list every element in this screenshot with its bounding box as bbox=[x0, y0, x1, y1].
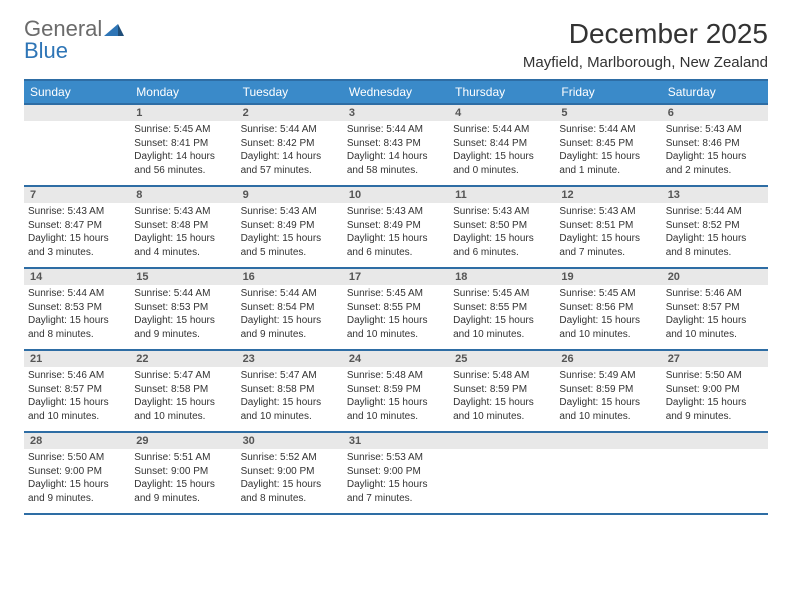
day-number: 3 bbox=[343, 105, 449, 121]
weekday-label: Thursday bbox=[449, 81, 555, 103]
weekday-label: Friday bbox=[555, 81, 661, 103]
day-number: 18 bbox=[449, 269, 555, 285]
day-cell: Sunrise: 5:43 AMSunset: 8:50 PMDaylight:… bbox=[449, 203, 555, 267]
day-content-row: Sunrise: 5:50 AMSunset: 9:00 PMDaylight:… bbox=[24, 449, 768, 515]
day-number: 10 bbox=[343, 187, 449, 203]
day-number: 19 bbox=[555, 269, 661, 285]
day-number: 1 bbox=[130, 105, 236, 121]
weekday-label: Saturday bbox=[662, 81, 768, 103]
day-cell: Sunrise: 5:48 AMSunset: 8:59 PMDaylight:… bbox=[343, 367, 449, 431]
day-cell: Sunrise: 5:43 AMSunset: 8:47 PMDaylight:… bbox=[24, 203, 130, 267]
day-cell: Sunrise: 5:46 AMSunset: 8:57 PMDaylight:… bbox=[662, 285, 768, 349]
day-number: 8 bbox=[130, 187, 236, 203]
day-content-row: Sunrise: 5:43 AMSunset: 8:47 PMDaylight:… bbox=[24, 203, 768, 267]
day-cell: Sunrise: 5:44 AMSunset: 8:53 PMDaylight:… bbox=[24, 285, 130, 349]
day-cell bbox=[24, 121, 130, 185]
day-cell: Sunrise: 5:45 AMSunset: 8:41 PMDaylight:… bbox=[130, 121, 236, 185]
day-cell: Sunrise: 5:44 AMSunset: 8:43 PMDaylight:… bbox=[343, 121, 449, 185]
day-cell: Sunrise: 5:44 AMSunset: 8:54 PMDaylight:… bbox=[237, 285, 343, 349]
day-number bbox=[555, 433, 661, 449]
day-number: 17 bbox=[343, 269, 449, 285]
title-block: December 2025 Mayfield, Marlborough, New… bbox=[523, 18, 768, 71]
day-content-row: Sunrise: 5:46 AMSunset: 8:57 PMDaylight:… bbox=[24, 367, 768, 431]
day-cell: Sunrise: 5:51 AMSunset: 9:00 PMDaylight:… bbox=[130, 449, 236, 513]
day-number: 4 bbox=[449, 105, 555, 121]
day-content-row: Sunrise: 5:45 AMSunset: 8:41 PMDaylight:… bbox=[24, 121, 768, 185]
day-number: 21 bbox=[24, 351, 130, 367]
day-number: 31 bbox=[343, 433, 449, 449]
day-number: 9 bbox=[237, 187, 343, 203]
calendar-grid: Sunday Monday Tuesday Wednesday Thursday… bbox=[24, 79, 768, 515]
day-number: 7 bbox=[24, 187, 130, 203]
day-number: 20 bbox=[662, 269, 768, 285]
day-number: 29 bbox=[130, 433, 236, 449]
day-cell: Sunrise: 5:45 AMSunset: 8:55 PMDaylight:… bbox=[449, 285, 555, 349]
day-cell: Sunrise: 5:44 AMSunset: 8:42 PMDaylight:… bbox=[237, 121, 343, 185]
day-cell: Sunrise: 5:43 AMSunset: 8:51 PMDaylight:… bbox=[555, 203, 661, 267]
day-cell: Sunrise: 5:50 AMSunset: 9:00 PMDaylight:… bbox=[662, 367, 768, 431]
day-cell: Sunrise: 5:49 AMSunset: 8:59 PMDaylight:… bbox=[555, 367, 661, 431]
day-number: 12 bbox=[555, 187, 661, 203]
weekday-label: Sunday bbox=[24, 81, 130, 103]
day-number: 2 bbox=[237, 105, 343, 121]
weekday-label: Wednesday bbox=[343, 81, 449, 103]
day-number-row: 21222324252627 bbox=[24, 349, 768, 367]
weekday-label: Tuesday bbox=[237, 81, 343, 103]
day-cell: Sunrise: 5:48 AMSunset: 8:59 PMDaylight:… bbox=[449, 367, 555, 431]
day-cell: Sunrise: 5:53 AMSunset: 9:00 PMDaylight:… bbox=[343, 449, 449, 513]
day-number bbox=[449, 433, 555, 449]
day-cell: Sunrise: 5:47 AMSunset: 8:58 PMDaylight:… bbox=[237, 367, 343, 431]
weeks-container: 123456Sunrise: 5:45 AMSunset: 8:41 PMDay… bbox=[24, 103, 768, 515]
day-cell: Sunrise: 5:47 AMSunset: 8:58 PMDaylight:… bbox=[130, 367, 236, 431]
day-number bbox=[662, 433, 768, 449]
logo: General Blue bbox=[24, 18, 124, 62]
day-number-row: 123456 bbox=[24, 103, 768, 121]
day-number: 13 bbox=[662, 187, 768, 203]
location: Mayfield, Marlborough, New Zealand bbox=[523, 54, 768, 71]
day-number: 11 bbox=[449, 187, 555, 203]
day-number-row: 78910111213 bbox=[24, 185, 768, 203]
logo-text-2: Blue bbox=[24, 38, 68, 63]
month-title: December 2025 bbox=[523, 18, 768, 50]
weekday-header: Sunday Monday Tuesday Wednesday Thursday… bbox=[24, 79, 768, 103]
day-cell: Sunrise: 5:44 AMSunset: 8:53 PMDaylight:… bbox=[130, 285, 236, 349]
day-number: 27 bbox=[662, 351, 768, 367]
day-cell: Sunrise: 5:46 AMSunset: 8:57 PMDaylight:… bbox=[24, 367, 130, 431]
day-number: 6 bbox=[662, 105, 768, 121]
day-cell: Sunrise: 5:43 AMSunset: 8:49 PMDaylight:… bbox=[237, 203, 343, 267]
day-number: 28 bbox=[24, 433, 130, 449]
day-number: 26 bbox=[555, 351, 661, 367]
day-cell: Sunrise: 5:44 AMSunset: 8:52 PMDaylight:… bbox=[662, 203, 768, 267]
day-cell: Sunrise: 5:43 AMSunset: 8:49 PMDaylight:… bbox=[343, 203, 449, 267]
day-cell bbox=[555, 449, 661, 513]
day-cell: Sunrise: 5:44 AMSunset: 8:44 PMDaylight:… bbox=[449, 121, 555, 185]
day-number: 23 bbox=[237, 351, 343, 367]
day-number: 14 bbox=[24, 269, 130, 285]
day-cell: Sunrise: 5:44 AMSunset: 8:45 PMDaylight:… bbox=[555, 121, 661, 185]
day-cell: Sunrise: 5:43 AMSunset: 8:46 PMDaylight:… bbox=[662, 121, 768, 185]
day-number: 22 bbox=[130, 351, 236, 367]
day-number: 24 bbox=[343, 351, 449, 367]
weekday-label: Monday bbox=[130, 81, 236, 103]
day-number: 15 bbox=[130, 269, 236, 285]
day-number: 16 bbox=[237, 269, 343, 285]
day-number: 30 bbox=[237, 433, 343, 449]
day-cell bbox=[449, 449, 555, 513]
day-number-row: 14151617181920 bbox=[24, 267, 768, 285]
day-number-row: 28293031 bbox=[24, 431, 768, 449]
day-cell: Sunrise: 5:50 AMSunset: 9:00 PMDaylight:… bbox=[24, 449, 130, 513]
day-cell: Sunrise: 5:43 AMSunset: 8:48 PMDaylight:… bbox=[130, 203, 236, 267]
day-cell bbox=[662, 449, 768, 513]
day-content-row: Sunrise: 5:44 AMSunset: 8:53 PMDaylight:… bbox=[24, 285, 768, 349]
day-number bbox=[24, 105, 130, 121]
day-cell: Sunrise: 5:45 AMSunset: 8:55 PMDaylight:… bbox=[343, 285, 449, 349]
logo-mark-icon bbox=[104, 20, 124, 40]
day-number: 25 bbox=[449, 351, 555, 367]
day-cell: Sunrise: 5:52 AMSunset: 9:00 PMDaylight:… bbox=[237, 449, 343, 513]
calendar-page: General Blue December 2025 Mayfield, Mar… bbox=[0, 0, 792, 533]
day-number: 5 bbox=[555, 105, 661, 121]
day-cell: Sunrise: 5:45 AMSunset: 8:56 PMDaylight:… bbox=[555, 285, 661, 349]
header: General Blue December 2025 Mayfield, Mar… bbox=[24, 18, 768, 71]
